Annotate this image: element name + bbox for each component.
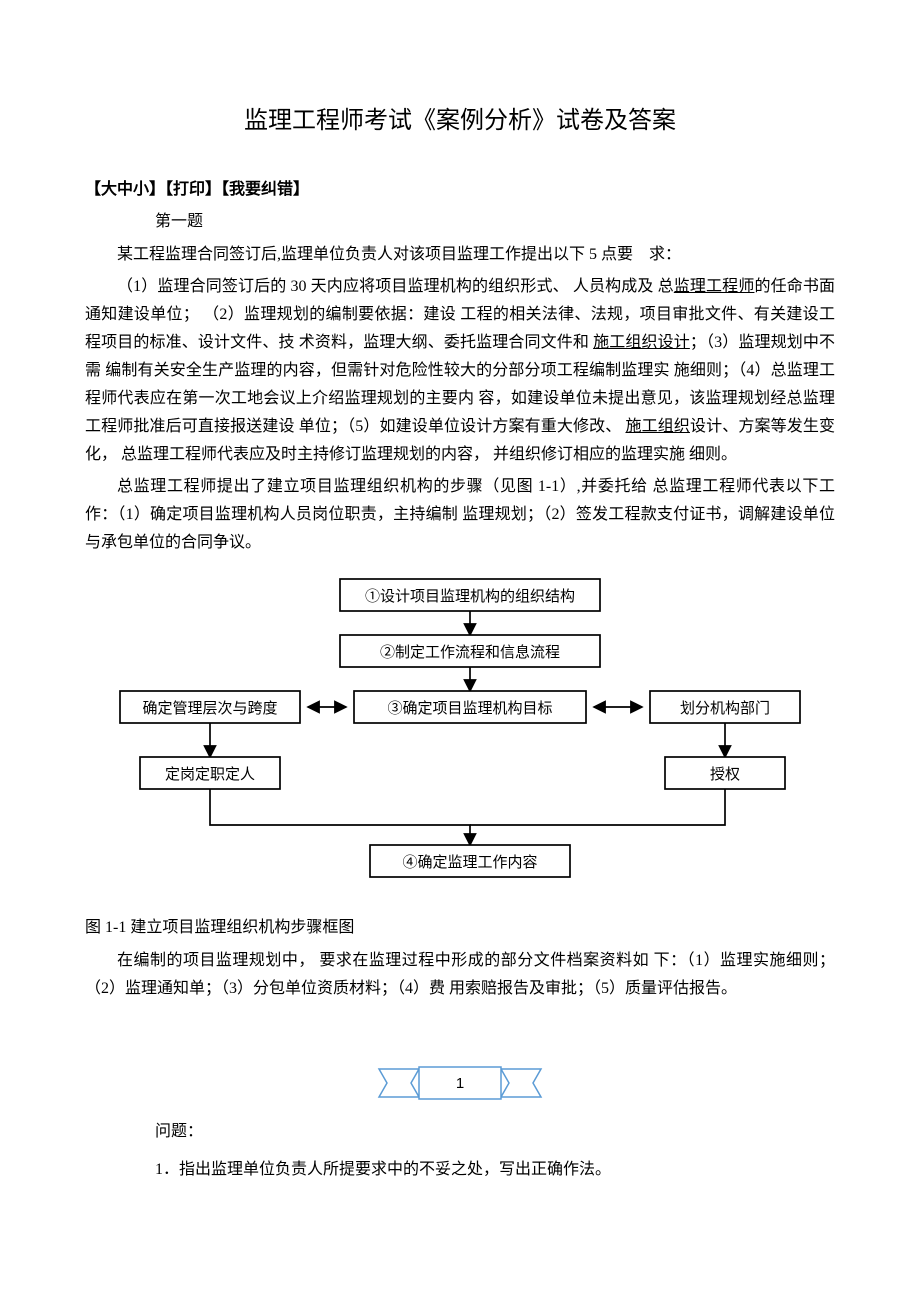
flowchart-svg: ①设计项目监理机构的组织结构 ②制定工作流程和信息流程 ③确定项目监理机构目标 … xyxy=(110,575,810,895)
flow-text-n4: ④确定监理工作内容 xyxy=(402,854,537,871)
footer-question-1: 1．指出监理单位负责人所提要求中的不妥之处，写出正确作法。 xyxy=(155,1156,835,1184)
paragraph-1: 某工程监理合同签订后,监理单位负责人对该项目监理工作提出以下 5 点要 求： xyxy=(85,241,835,269)
meta-controls: 【大中小】【打印】【我要纠错】 xyxy=(85,175,835,199)
page-number-svg: 1 xyxy=(375,1063,545,1103)
flow-text-n2: ②制定工作流程和信息流程 xyxy=(380,644,560,661)
flow-text-left1: 确定管理层次与跨度 xyxy=(142,700,277,717)
p2-text-a: （1）监理合同签订后的 30 天内应将项目监理机构的组织形式、 人员构成及 总 xyxy=(117,278,674,295)
flow-text-n3: ③确定项目监理机构目标 xyxy=(387,700,552,717)
flow-arrow-r2-n4 xyxy=(470,789,725,825)
flowchart-figure: ①设计项目监理机构的组织结构 ②制定工作流程和信息流程 ③确定项目监理机构目标 … xyxy=(110,575,810,895)
page-number-text: 1 xyxy=(456,1075,464,1092)
footer-question-label: 问题： xyxy=(155,1118,835,1146)
p2-underline-1: 监理工程师 xyxy=(674,278,755,295)
flow-text-n1: ①设计项目监理机构的组织结构 xyxy=(365,588,575,605)
p2-underline-2: 施工组织设计 xyxy=(593,334,690,351)
page-number-banner: 1 xyxy=(85,1063,835,1108)
document-title: 监理工程师考试《案例分析》试卷及答案 xyxy=(85,100,835,135)
flow-text-right1: 划分机构部门 xyxy=(680,700,770,717)
figure-caption: 图 1-1 建立项目监理组织机构步骤框图 xyxy=(85,913,835,937)
banner-left-ribbon xyxy=(379,1069,419,1097)
flow-arrow-l2-n4 xyxy=(210,789,470,845)
paragraph-3: 总监理工程师提出了建立项目监理组织机构的步骤（见图 1-1）,并委托给 总监理工… xyxy=(85,473,835,557)
p2-underline-3: 施工组织 xyxy=(625,418,690,435)
flow-text-right2: 授权 xyxy=(710,766,740,783)
paragraph-2: （1）监理合同签订后的 30 天内应将项目监理机构的组织形式、 人员构成及 总监… xyxy=(85,273,835,469)
paragraph-4: 在编制的项目监理规划中， 要求在监理过程中形成的部分文件档案资料如 下：（1）监… xyxy=(85,947,835,1003)
page-container: 监理工程师考试《案例分析》试卷及答案 【大中小】【打印】【我要纠错】 第一题 某… xyxy=(0,0,920,1214)
question-1-label: 第一题 xyxy=(155,207,835,231)
flow-text-left2: 定岗定职定人 xyxy=(165,766,255,783)
banner-right-ribbon xyxy=(501,1069,541,1097)
